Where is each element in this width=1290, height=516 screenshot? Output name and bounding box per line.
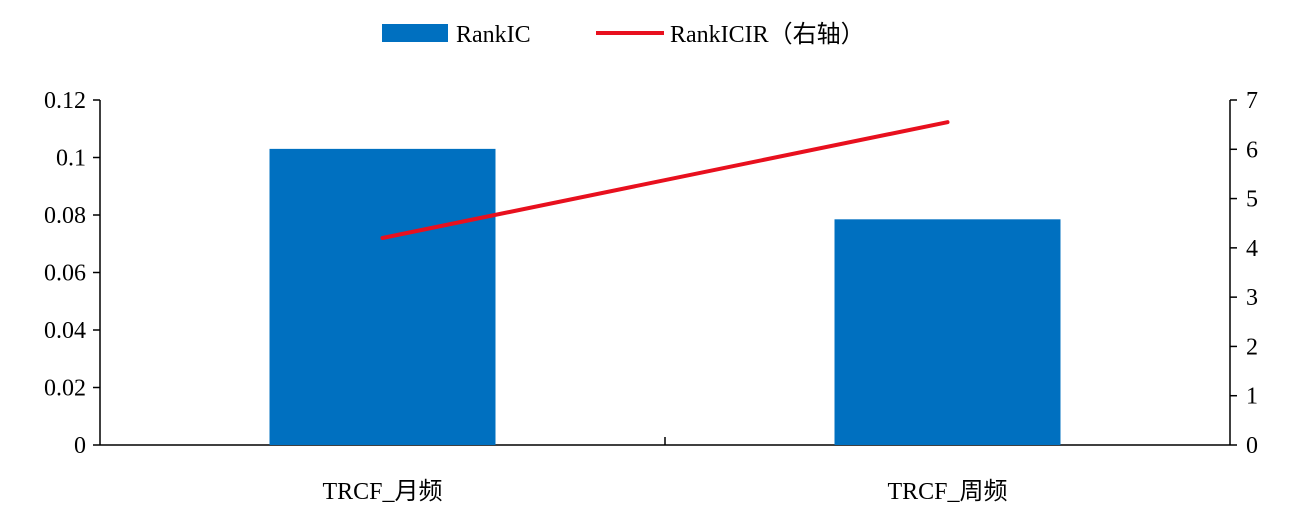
legend-swatch-rankic [382, 24, 448, 42]
legend-label-rankicir: RankICIR（右轴） [670, 21, 865, 48]
left-tick-label: 0.02 [44, 376, 86, 402]
right-tick-label: 0 [1246, 433, 1258, 459]
legend-label-rankic: RankIC [456, 22, 531, 48]
x-tick-label: TRCF_周频 [887, 478, 1007, 505]
bar-rankic-2 [834, 219, 1061, 445]
right-axis-ticks: 0 1 2 3 4 5 6 7 [1230, 88, 1258, 459]
right-tick-label: 3 [1246, 285, 1258, 311]
left-tick-label: 0.08 [44, 203, 86, 229]
right-tick-label: 2 [1246, 334, 1258, 360]
right-tick-label: 6 [1246, 137, 1258, 163]
left-axis-ticks: 0 0.02 0.04 0.06 0.08 0.1 0.12 [44, 88, 100, 459]
right-tick-label: 4 [1246, 236, 1258, 262]
bar-rankic-1 [269, 148, 496, 445]
right-tick-label: 7 [1246, 88, 1258, 114]
x-tick-label: TRCF_月频 [322, 478, 442, 505]
left-tick-label: 0 [74, 433, 86, 459]
rankicir-line-series [380, 120, 950, 240]
right-tick-label: 5 [1246, 187, 1258, 213]
x-axis-labels: TRCF_月频 TRCF_周频 [322, 478, 1007, 505]
bars [269, 148, 1061, 445]
left-tick-label: 0.1 [56, 146, 86, 172]
rankicir-line [380, 120, 950, 240]
right-tick-label: 1 [1246, 384, 1258, 410]
left-tick-label: 0.04 [44, 318, 86, 344]
left-tick-label: 0.12 [44, 88, 86, 114]
legend: RankIC RankICIR（右轴） [382, 21, 865, 48]
left-tick-label: 0.06 [44, 261, 86, 287]
